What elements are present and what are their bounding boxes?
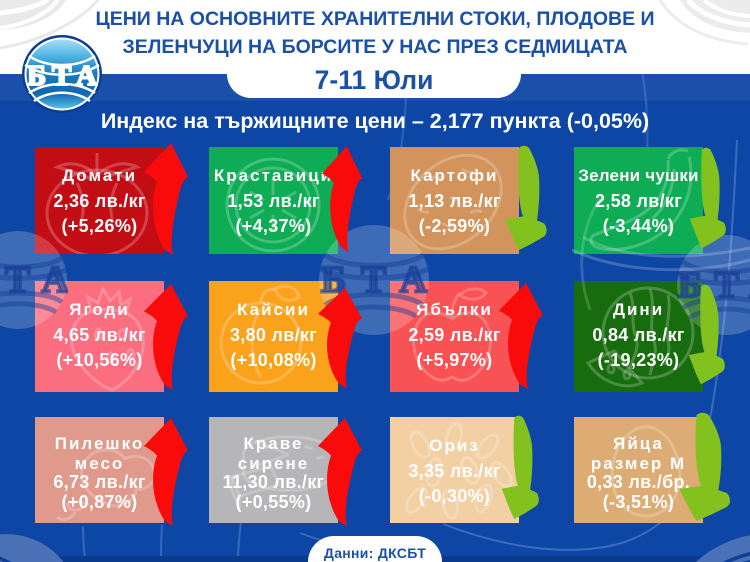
svg-text:БТА: БТА <box>321 259 428 301</box>
svg-text:БТА: БТА <box>27 60 97 92</box>
